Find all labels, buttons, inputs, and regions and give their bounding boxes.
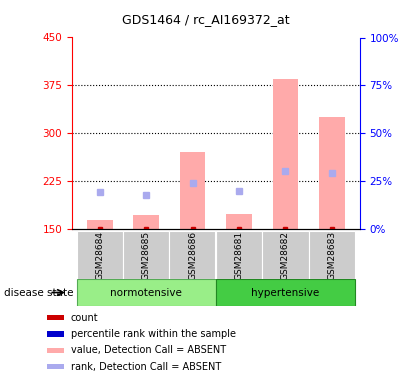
Bar (180, 152, 206, 229)
Bar (226, 214, 252, 229)
Bar (76, 231, 123, 279)
Bar (134, 215, 159, 229)
Bar (309, 231, 355, 279)
Text: GSM28683: GSM28683 (327, 230, 336, 280)
Bar (169, 231, 216, 279)
Text: disease state: disease state (4, 288, 74, 297)
Text: GSM28685: GSM28685 (142, 230, 151, 280)
Bar (216, 279, 355, 306)
Bar (76, 279, 216, 306)
Bar (216, 231, 262, 279)
Text: hypertensive: hypertensive (251, 288, 319, 297)
Bar (47, 315, 64, 320)
Bar (47, 348, 64, 353)
Bar (87, 220, 113, 229)
Bar (47, 364, 64, 369)
Text: GSM28686: GSM28686 (188, 230, 197, 280)
Text: GSM28681: GSM28681 (235, 230, 243, 280)
Bar (319, 117, 344, 229)
Text: GDS1464 / rc_AI169372_at: GDS1464 / rc_AI169372_at (122, 13, 289, 26)
Bar (123, 231, 169, 279)
Bar (272, 79, 298, 229)
Bar (47, 332, 64, 337)
Text: rank, Detection Call = ABSENT: rank, Detection Call = ABSENT (71, 362, 221, 372)
Text: normotensive: normotensive (110, 288, 182, 297)
Text: value, Detection Call = ABSENT: value, Detection Call = ABSENT (71, 345, 226, 355)
Text: GSM28684: GSM28684 (95, 231, 104, 279)
Text: count: count (71, 313, 99, 322)
Text: GSM28682: GSM28682 (281, 231, 290, 279)
Text: percentile rank within the sample: percentile rank within the sample (71, 329, 236, 339)
Bar (262, 231, 309, 279)
